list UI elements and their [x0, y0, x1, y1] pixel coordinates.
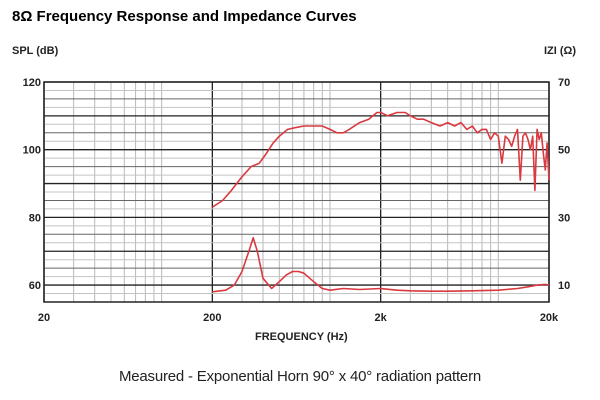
right-axis-label: IZI (Ω) — [544, 45, 577, 57]
spl-curve — [211, 111, 550, 208]
x-tick-label: 2k — [375, 312, 388, 324]
y-tick-label: 80 — [29, 212, 41, 224]
x-axis-label: FREQUENCY (Hz) — [255, 331, 348, 343]
chart-title: 8Ω Frequency Response and Impedance Curv… — [12, 8, 357, 25]
y2-tick-label: 50 — [558, 145, 570, 157]
y-tick-label: 60 — [29, 280, 41, 292]
chart-caption: Measured - Exponential Horn 90° x 40° ra… — [118, 368, 482, 385]
impedance-curve — [212, 236, 550, 293]
x-tick-label: 200 — [203, 312, 221, 324]
plot-frame — [43, 81, 550, 303]
y-tick-label: 120 — [23, 77, 41, 89]
y2-tick-label: 10 — [558, 280, 570, 292]
x-tick-label: 20 — [38, 312, 50, 324]
y-tick-label: 100 — [23, 145, 41, 157]
y2-tick-label: 30 — [558, 212, 570, 224]
x-tick-label: 20k — [540, 312, 559, 324]
left-axis-label: SPL (dB) — [12, 45, 59, 57]
y2-tick-label: 70 — [558, 77, 570, 89]
